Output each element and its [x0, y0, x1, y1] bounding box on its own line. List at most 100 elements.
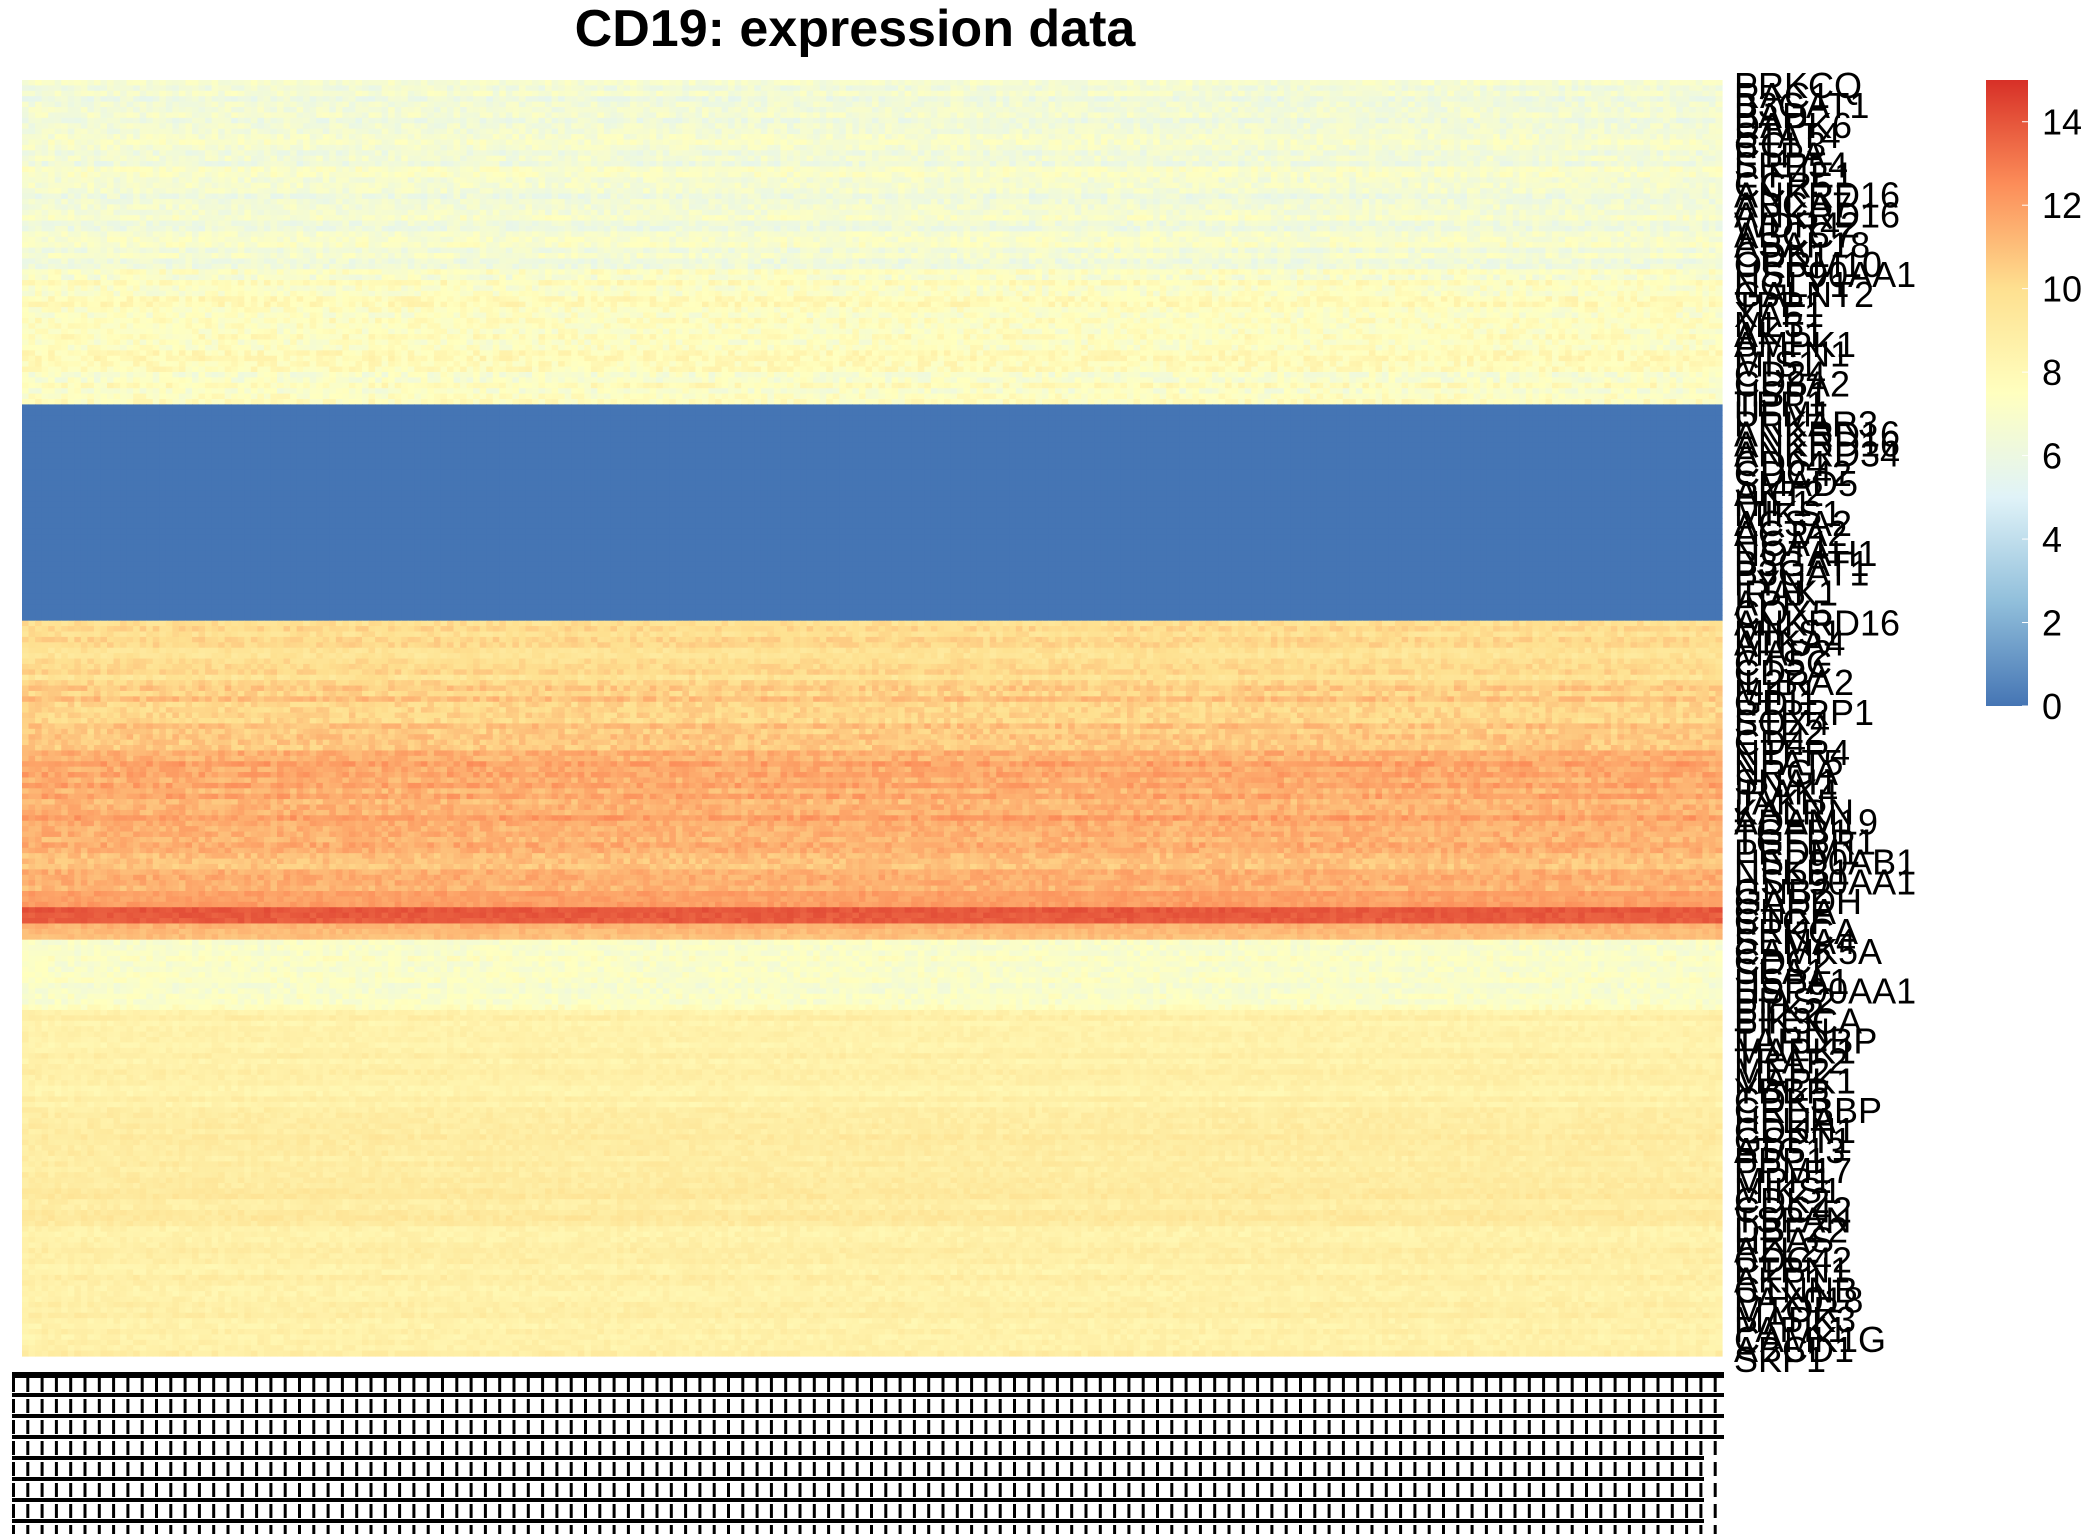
heatmap-cell [780, 96, 787, 102]
heatmap-cell [1467, 85, 1474, 91]
heatmap-cell [584, 91, 591, 97]
heatmap-cell [454, 107, 461, 113]
heatmap-cell [199, 80, 206, 86]
heatmap-cell [1147, 102, 1154, 108]
heatmap-cell [212, 118, 219, 124]
heatmap-cell [1290, 91, 1297, 97]
heatmap-cell [290, 91, 297, 97]
heatmap-cell [1500, 80, 1507, 86]
heatmap-cell [1670, 112, 1677, 118]
heatmap-cell [663, 91, 670, 97]
heatmap-cell [794, 102, 801, 108]
heatmap-cell [689, 96, 696, 102]
heatmap-cell [114, 107, 121, 113]
heatmap-cell [1565, 107, 1572, 113]
heatmap-cell [715, 85, 722, 91]
heatmap-cell [1526, 85, 1533, 91]
heatmap-cell [1578, 102, 1585, 108]
heatmap-cell [1369, 112, 1376, 118]
heatmap-cell [1349, 107, 1356, 113]
heatmap-cell [146, 102, 153, 108]
heatmap-cell [277, 112, 284, 118]
heatmap-cell [1500, 102, 1507, 108]
heatmap-cell [996, 80, 1003, 86]
heatmap-cell [1519, 107, 1526, 113]
heatmap-cell [1336, 85, 1343, 91]
heatmap-cell [872, 96, 879, 102]
heatmap-cell [885, 96, 892, 102]
heatmap-cell [584, 107, 591, 113]
heatmap-cell [1657, 107, 1664, 113]
heatmap-cell [185, 85, 192, 91]
heatmap-cell [284, 85, 291, 91]
heatmap-cell [454, 91, 461, 97]
heatmap-cell [525, 96, 532, 102]
heatmap-cell [1049, 102, 1056, 108]
heatmap-cell [1657, 85, 1664, 91]
heatmap-cell [1657, 96, 1664, 102]
heatmap-cell [336, 96, 343, 102]
heatmap-cell [1434, 107, 1441, 113]
heatmap-cell [277, 80, 284, 86]
heatmap-cell [565, 112, 572, 118]
heatmap-cell [591, 112, 598, 118]
heatmap-cell [1500, 112, 1507, 118]
heatmap-cell [421, 96, 428, 102]
heatmap-cell [964, 85, 971, 91]
heatmap-cell [905, 85, 912, 91]
heatmap-cell [1624, 91, 1631, 97]
heatmap-cell [1304, 80, 1311, 86]
heatmap-cell [1114, 112, 1121, 118]
heatmap-cell [754, 85, 761, 91]
heatmap-cell [336, 91, 343, 97]
heatmap-cell [1480, 102, 1487, 108]
heatmap-cell [1284, 102, 1291, 108]
heatmap-cell [297, 91, 304, 97]
heatmap-cell [1415, 91, 1422, 97]
heatmap-cell [1075, 85, 1082, 91]
heatmap-cell [898, 85, 905, 91]
heatmap-cell [244, 96, 251, 102]
heatmap-cell [1702, 112, 1709, 118]
heatmap-cell [1441, 91, 1448, 97]
heatmap-cell [872, 107, 879, 113]
heatmap-cell [1650, 112, 1657, 118]
heatmap-cell [983, 80, 990, 86]
heatmap-cell [427, 80, 434, 86]
heatmap-cell [846, 96, 853, 102]
heatmap-cell [87, 102, 94, 108]
heatmap-cell [257, 80, 264, 86]
heatmap-cell [414, 102, 421, 108]
heatmap-cell [1225, 102, 1232, 108]
heatmap-cell [375, 85, 382, 91]
heatmap-cell [382, 80, 389, 86]
heatmap-cell [225, 112, 232, 118]
heatmap-cell [1120, 112, 1127, 118]
heatmap-cell [375, 107, 382, 113]
heatmap-cell [519, 85, 526, 91]
heatmap-cell [767, 96, 774, 102]
heatmap-cell [1290, 96, 1297, 102]
heatmap-cell [179, 80, 186, 86]
heatmap-cell [1604, 107, 1611, 113]
heatmap-cell [826, 102, 833, 108]
heatmap-cell [617, 80, 624, 86]
heatmap-cell [709, 80, 716, 86]
heatmap-cell [382, 85, 389, 91]
heatmap-cell [29, 85, 36, 91]
heatmap-cell [624, 102, 631, 108]
heatmap-cell [1676, 112, 1683, 118]
heatmap-cell [1578, 96, 1585, 102]
heatmap-cell [1153, 107, 1160, 113]
heatmap-cell [1088, 102, 1095, 108]
heatmap-cell [761, 96, 768, 102]
heatmap-cell [918, 102, 925, 108]
heatmap-cell [1624, 107, 1631, 113]
heatmap-cell [94, 91, 101, 97]
heatmap-cell [382, 91, 389, 97]
heatmap-cell [754, 80, 761, 86]
heatmap-cell [94, 112, 101, 118]
heatmap-cell [754, 96, 761, 102]
heatmap-cell [676, 107, 683, 113]
heatmap-cell [68, 112, 75, 118]
